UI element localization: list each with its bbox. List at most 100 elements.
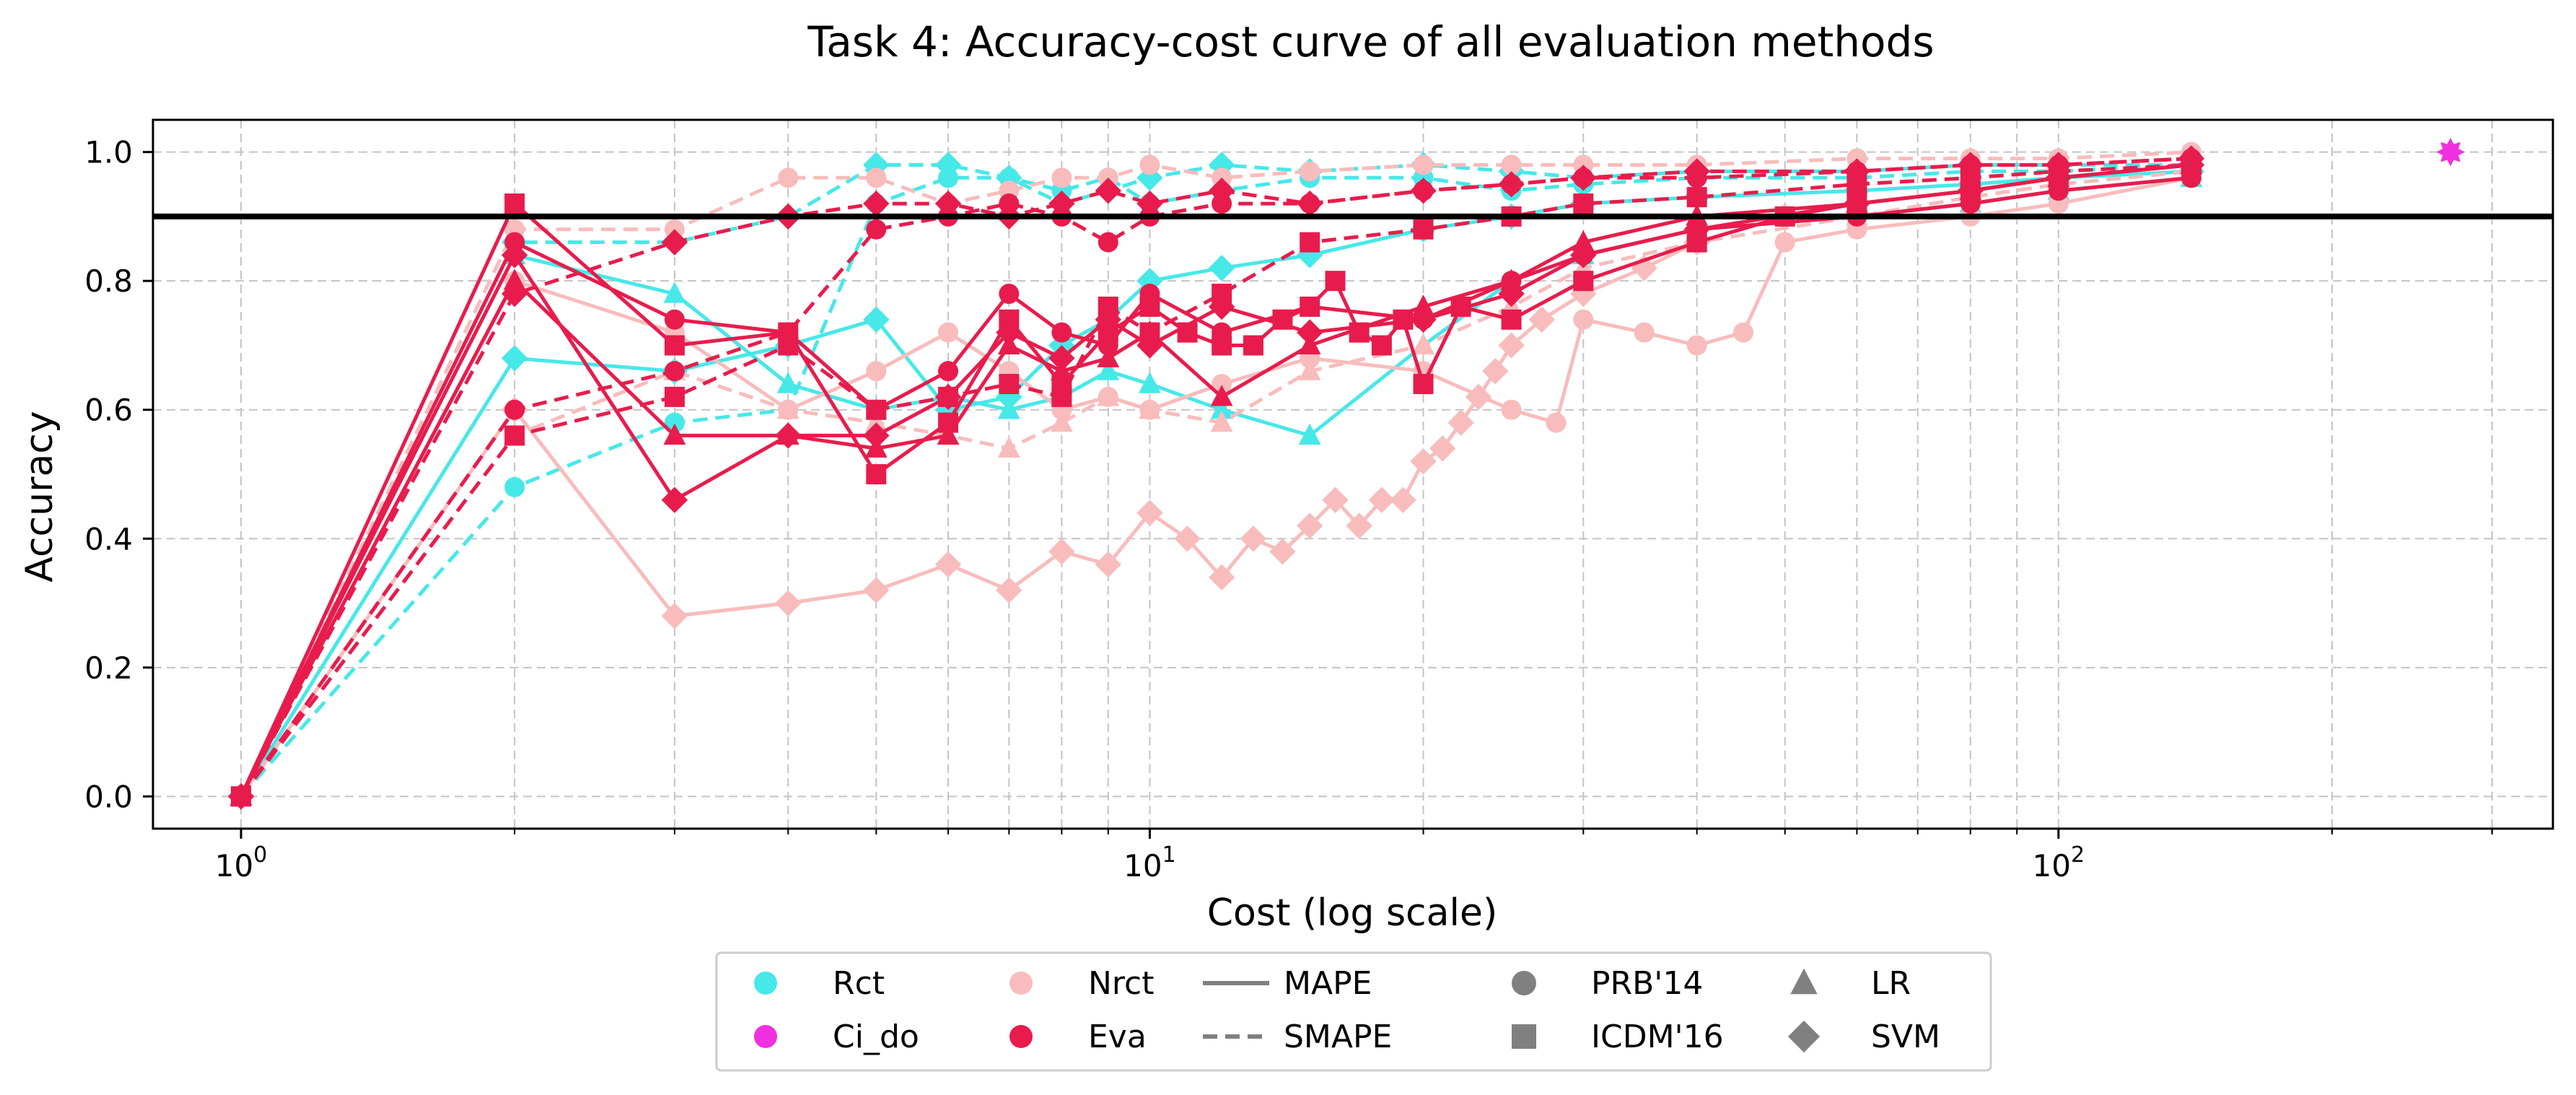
data-point <box>231 786 252 807</box>
data-point <box>663 423 686 445</box>
series-line <box>240 169 2192 798</box>
data-point <box>1498 280 1525 307</box>
chart-title: Task 4: Accuracy-cost curve of all evalu… <box>807 17 1934 66</box>
series-line <box>239 157 2191 798</box>
data-point <box>1097 359 1120 380</box>
data-point <box>1048 538 1075 565</box>
data-point <box>1243 335 1263 356</box>
data-point <box>1098 296 1118 317</box>
y-tick-label: 1.0 <box>84 135 133 170</box>
series-line <box>239 163 2192 798</box>
series-line <box>239 163 2192 798</box>
data-point <box>504 476 525 497</box>
data-point <box>1634 322 1655 343</box>
data-point <box>863 190 890 217</box>
legend-swatch <box>1790 968 1818 995</box>
data-point <box>2048 154 2069 175</box>
data-point <box>1212 322 1232 343</box>
data-point <box>776 397 799 419</box>
data-point <box>1296 512 1323 539</box>
data-point <box>1573 309 1594 330</box>
data-point <box>661 487 688 513</box>
series-layer <box>227 138 2465 810</box>
data-point <box>1546 412 1567 433</box>
data-point <box>775 422 802 449</box>
data-point <box>1501 309 1522 330</box>
series-line <box>239 169 2191 798</box>
data-point <box>1501 399 1522 420</box>
data-point <box>1210 410 1233 432</box>
data-point <box>1095 551 1122 578</box>
data-point <box>1346 512 1372 539</box>
legend-entry-eva: Eva <box>1009 1018 1147 1055</box>
series-Eva-MAPE-LR <box>229 152 2203 806</box>
legend-swatch <box>754 972 777 995</box>
data-point <box>1501 154 1522 175</box>
legend-entry-mape: MAPE <box>1203 965 1372 1002</box>
legend-entry-nrct: Nrct <box>1009 965 1154 1002</box>
legend-swatch <box>1512 971 1536 995</box>
data-point <box>778 167 799 188</box>
data-point <box>663 282 686 303</box>
data-point <box>866 219 887 240</box>
data-point <box>501 280 528 307</box>
data-point <box>938 322 959 343</box>
data-point <box>1208 564 1235 591</box>
data-point <box>1300 193 1320 214</box>
data-point <box>1095 178 1122 204</box>
data-point <box>1212 193 1232 214</box>
data-point <box>999 374 1020 395</box>
legend-frame <box>715 951 1992 1072</box>
x-tick-label: 101 <box>1123 842 1176 884</box>
data-point <box>1210 385 1233 406</box>
x-tick-exponent: 2 <box>2071 842 2085 868</box>
data-point <box>999 193 1020 214</box>
data-point <box>1686 167 1707 188</box>
data-point <box>1733 322 1754 343</box>
data-point <box>1097 346 1120 367</box>
data-point <box>1097 385 1120 406</box>
data-point <box>1413 219 1434 240</box>
data-point <box>1498 332 1525 359</box>
data-point <box>1325 271 1346 292</box>
data-point <box>1573 193 1594 214</box>
y-tick-label: 0.4 <box>84 521 133 557</box>
data-point <box>776 372 799 393</box>
data-point <box>1410 306 1437 333</box>
data-point <box>664 412 685 433</box>
legend-label: Ci_do <box>833 1018 919 1055</box>
series-Nrct-MAPE-SVM <box>227 152 2205 810</box>
y-axis-label: Accuracy <box>18 411 61 582</box>
data-point <box>1413 374 1434 395</box>
series-line <box>239 157 2191 798</box>
legend-swatch <box>1787 1020 1821 1053</box>
data-point <box>863 152 890 178</box>
plot-frame <box>152 118 2554 830</box>
data-point <box>501 242 528 269</box>
data-point <box>866 167 887 188</box>
x-axis-label: Cost (log scale) <box>1207 891 1498 935</box>
data-point <box>996 577 1022 603</box>
data-point <box>1139 154 1160 175</box>
data-point <box>1573 167 1594 188</box>
legend-label: Eva <box>1088 1018 1147 1055</box>
legend-entry-rct: Rct <box>754 965 885 1002</box>
legend-swatch <box>1512 1024 1536 1049</box>
data-point <box>997 436 1020 458</box>
legend-label: Nrct <box>1088 965 1154 1002</box>
legend-entry-smape: SMAPE <box>1203 1018 1392 1055</box>
data-point <box>504 399 525 420</box>
data-point <box>1139 372 1161 393</box>
data-point <box>2181 148 2202 169</box>
data-point <box>863 577 890 603</box>
data-point <box>501 345 528 372</box>
data-point <box>1208 152 1235 178</box>
series-Rct-SMAPE-SVM <box>227 152 2205 810</box>
series-Eva-MAPE-SVM <box>227 152 2205 810</box>
data-point <box>1296 319 1323 346</box>
legend-entry-ci-do: Ci_do <box>754 1018 919 1055</box>
data-point <box>1300 232 1320 253</box>
data-point <box>1412 333 1434 355</box>
data-point <box>999 284 1020 305</box>
